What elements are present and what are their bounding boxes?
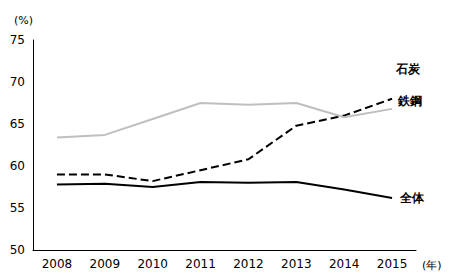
svg-text:全体: 全体 [399,191,425,205]
svg-text:2011: 2011 [185,257,216,271]
svg-text:石炭: 石炭 [395,62,421,76]
svg-text:2010: 2010 [137,257,168,271]
svg-text:(%): (%) [14,14,33,27]
svg-text:2014: 2014 [329,257,360,271]
svg-text:75: 75 [10,33,25,47]
svg-text:65: 65 [10,117,25,131]
svg-text:2008: 2008 [42,257,73,271]
svg-text:2015: 2015 [377,257,408,271]
svg-text:(年): (年) [422,259,442,272]
svg-text:60: 60 [10,159,25,173]
svg-text:2012: 2012 [233,257,264,271]
svg-text:50: 50 [10,243,25,257]
svg-text:70: 70 [10,75,25,89]
svg-text:鉄鋼: 鉄鋼 [397,94,422,108]
svg-text:2009: 2009 [90,257,121,271]
svg-text:55: 55 [10,201,25,215]
svg-text:2013: 2013 [281,257,312,271]
